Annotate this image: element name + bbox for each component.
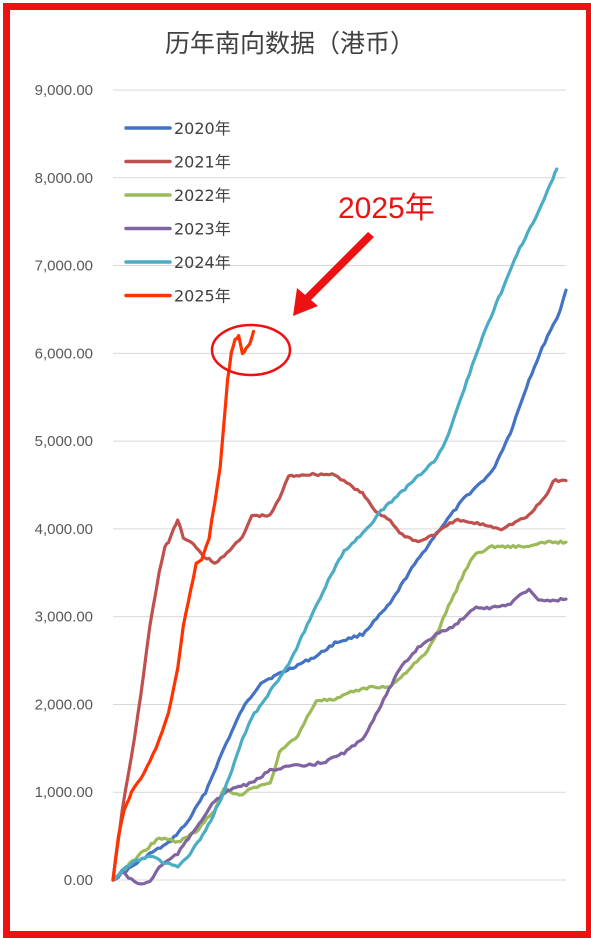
y-tick-label: 3,000.00 [35,609,93,626]
y-tick-label: 1,000.00 [35,784,93,801]
legend-label: 2022年 [174,186,231,205]
series-line-1 [111,288,568,882]
legend-label: 2021年 [174,153,231,172]
series-line-6 [111,329,256,882]
series-line-5 [111,167,559,882]
legend: 2020年 2021年 2022年 2023年 2024年 2025年 [124,119,231,306]
annotation-circle [210,323,292,377]
legend-label: 2024年 [174,253,231,272]
annotation-label: 2025年 [338,192,435,225]
legend-label: 2025年 [174,287,231,306]
y-tick-label: 2,000.00 [35,696,93,713]
chart-title: 历年南向数据（港币） [165,29,415,58]
annotation-arrowhead [293,288,318,316]
series-lines [111,167,568,886]
legend-label: 2020年 [174,119,231,138]
y-tick-label: 5,000.00 [35,433,93,450]
y-tick-label: 9,000.00 [35,82,93,99]
gridlines [113,89,566,881]
y-tick-label: 4,000.00 [35,521,93,538]
annotation-arrow [302,232,374,303]
y-tick-label: 7,000.00 [35,258,93,275]
annotation: 2025年 [210,192,435,377]
legend-label: 2023年 [174,220,231,239]
y-axis-ticks: 0.00 1,000.00 2,000.00 3,000.00 4,000.00 5,00… [35,82,93,889]
series-line-2 [111,471,568,882]
y-tick-label: 8,000.00 [35,170,93,187]
series-line-4 [111,587,568,886]
y-tick-label: 6,000.00 [35,345,93,362]
y-tick-label: 0.00 [64,872,93,889]
series-line-3 [111,539,568,882]
